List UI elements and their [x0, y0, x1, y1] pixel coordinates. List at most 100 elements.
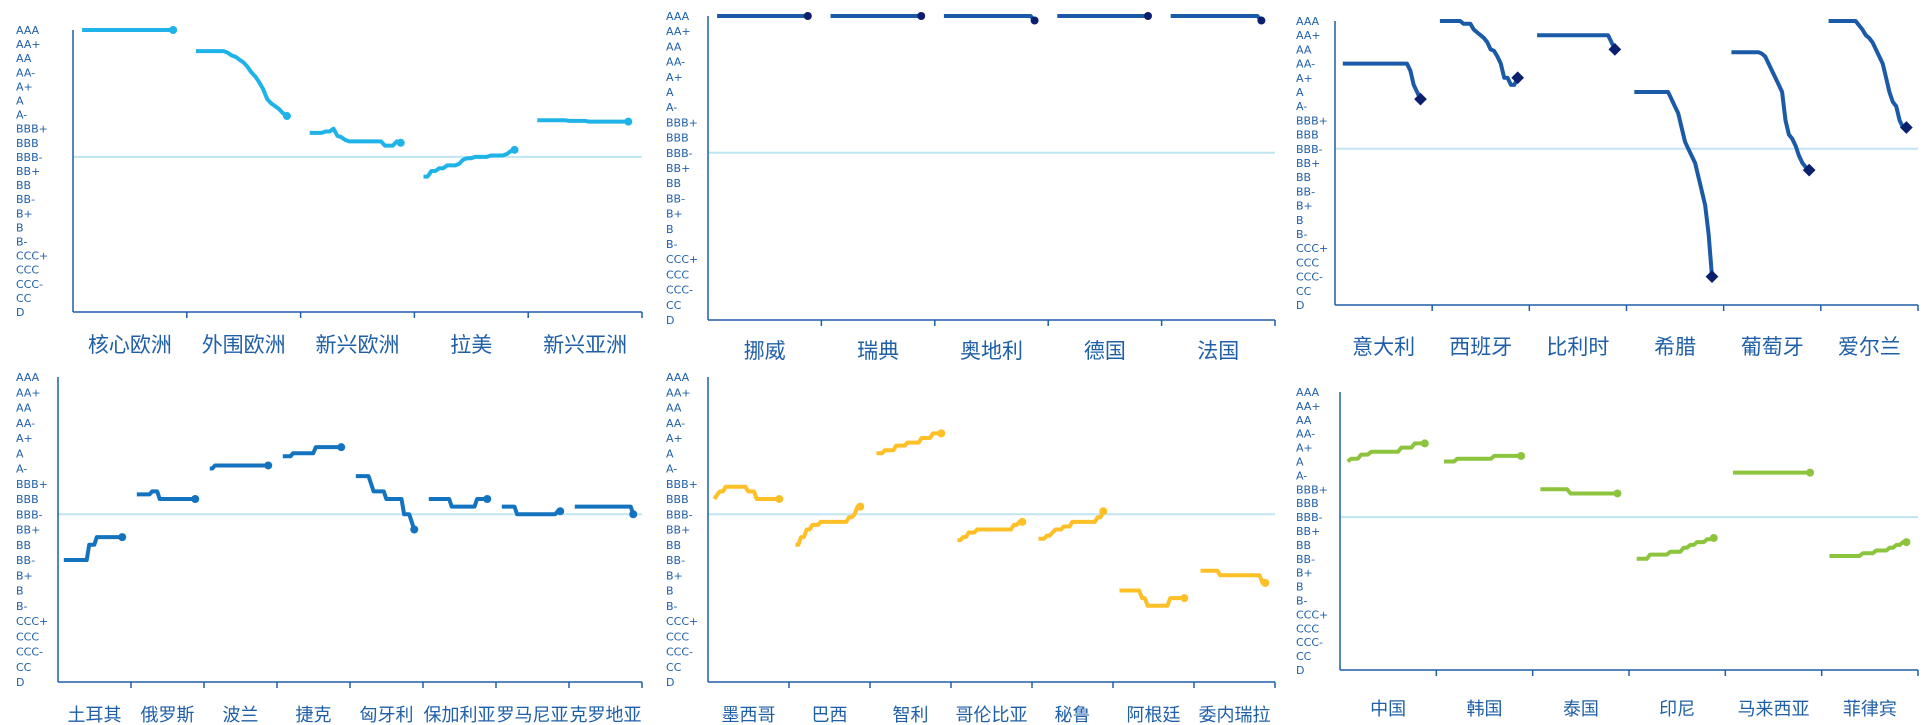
x-tick-label: 新兴欧洲: [316, 333, 400, 357]
series-2: [136, 489, 200, 503]
y-tick-label: AAA: [666, 371, 690, 384]
series-5: [1731, 50, 1816, 177]
y-tick-label: B-: [666, 600, 678, 613]
x-tick-label: 希腊: [1654, 335, 1696, 359]
series-end-marker: [1414, 92, 1427, 106]
x-tick-label: 波兰: [223, 705, 259, 725]
series-end-marker: [1511, 71, 1525, 85]
y-tick-label: CC: [1296, 650, 1312, 663]
series-4: [957, 517, 1027, 543]
x-tick-label: 比利时: [1546, 335, 1609, 359]
series-end-marker: [1902, 538, 1911, 547]
y-tick-label: CC: [16, 661, 32, 674]
y-tick-label: BB: [1296, 171, 1311, 184]
series-2: [1439, 19, 1525, 87]
x-tick-label: 印尼: [1659, 699, 1695, 720]
series-end-marker: [1705, 270, 1719, 283]
y-tick-label: A+: [16, 432, 33, 445]
x-axis-labels: 中国 韩国 泰国 印尼 马来西亚 菲律宾: [1370, 699, 1897, 720]
y-tick-label: BBB+: [1296, 483, 1328, 496]
y-tick-label: AA+: [16, 38, 41, 51]
series-3: [309, 126, 405, 148]
series-line: [795, 504, 861, 547]
y-tick-label: BBB+: [16, 123, 48, 136]
series-end-marker: [556, 507, 565, 516]
series-line: [136, 489, 196, 501]
series-end-marker: [282, 112, 291, 121]
series-line: [537, 118, 629, 124]
rating-chart-5: AAAAA+AAAA-A+AA-BBB+BBBBBB-BB+BBBB-B+BB-…: [666, 371, 1276, 725]
y-tick-label: A-: [1296, 100, 1307, 113]
y-tick-label: B+: [1296, 200, 1313, 213]
x-axis-labels: 核心欧洲 外围欧洲 新兴欧洲 拉美 新兴亚洲: [88, 333, 627, 357]
y-tick-label: AA+: [1296, 400, 1321, 413]
series-line: [1200, 568, 1266, 585]
series-2: [795, 502, 865, 547]
x-tick-label: 保加利亚: [424, 705, 496, 725]
y-tick-label: CC: [666, 299, 682, 312]
y-tick-label: BBB: [16, 493, 39, 506]
series-end-marker: [1180, 594, 1189, 603]
y-tick-label: AA+: [666, 25, 691, 38]
y-tick-label: D: [1296, 664, 1304, 677]
y-tick-label: CCC-: [666, 646, 693, 659]
series-end-marker: [169, 26, 178, 34]
y-tick-label: CCC-: [16, 646, 43, 659]
series-end-marker: [191, 495, 200, 503]
series-end-marker: [937, 429, 946, 438]
y-tick-label: A+: [16, 80, 33, 93]
y-tick-label: BBB+: [16, 478, 48, 491]
y-tick-label: AA: [16, 52, 32, 65]
series-1: [82, 26, 178, 34]
y-tick-label: CCC: [1296, 256, 1319, 269]
y-tick-label: B: [1296, 214, 1304, 227]
y-tick-label: BB+: [1296, 157, 1320, 170]
y-axis-labels: AAAAA+AAAA-A+AA-BBB+BBBBBB-BB+BBBB-B+BB-…: [666, 10, 698, 327]
x-axis-labels: 意大利 西班牙 比利时 希腊 葡萄牙 爱尔兰: [1352, 335, 1901, 359]
x-tick-label: 阿根廷: [1127, 705, 1181, 725]
rating-chart-1: AAAAA+AAAA-A+AA-BBB+BBBBBB-BB+BBBB-B+BB-…: [16, 24, 643, 357]
series-line: [1540, 487, 1618, 496]
series-end-marker: [1257, 16, 1266, 25]
x-tick-label: 巴西: [812, 705, 848, 725]
y-tick-label: AAA: [666, 10, 690, 23]
x-tick-label: 墨西哥: [722, 705, 776, 725]
series-line: [1537, 33, 1617, 51]
y-tick-label: CCC+: [666, 253, 698, 266]
x-tick-label: 瑞典: [857, 339, 899, 362]
y-tick-label: B: [1296, 581, 1304, 594]
series-end-marker: [803, 12, 812, 20]
y-tick-label: B-: [1296, 595, 1308, 608]
y-tick-label: BBB-: [1296, 143, 1323, 156]
series-line: [1342, 61, 1423, 100]
series-7: [1200, 568, 1270, 587]
series-3: [876, 429, 946, 456]
y-axis-labels: AAAAA+AAAA-A+AA-BBB+BBBBBB-BB+BBBB-B+BB-…: [16, 371, 48, 689]
series-2: [195, 49, 291, 121]
y-tick-label: B+: [16, 569, 33, 582]
y-tick-label: BBB: [666, 493, 689, 506]
y-tick-label: B-: [16, 236, 28, 249]
y-tick-label: BB+: [1296, 525, 1320, 538]
series-end-marker: [775, 495, 784, 503]
y-tick-label: BB: [666, 177, 681, 190]
y-tick-label: BB-: [1296, 185, 1315, 198]
series-end-marker: [1099, 507, 1108, 516]
x-tick-label: 中国: [1370, 699, 1406, 720]
series-end-marker: [1806, 468, 1815, 477]
series-1: [712, 484, 784, 503]
y-tick-label: BBB-: [666, 508, 693, 521]
y-tick-label: BBB+: [666, 478, 698, 491]
rating-chart-6: AAAAA+AAAA-A+AA-BBB+BBBBBB-BB+BBBB-B+BB-…: [1296, 386, 1919, 720]
y-tick-label: B+: [16, 207, 33, 220]
y-tick-label: AAA: [1296, 15, 1320, 28]
series-end-marker: [510, 145, 519, 154]
x-axis-labels: 墨西哥 巴西 智利 哥伦比亚 秘鲁 阿根廷 委内瑞拉: [722, 705, 1271, 725]
y-tick-label: A+: [666, 432, 683, 445]
x-tick-label: 意大利: [1352, 335, 1415, 359]
x-tick-label: 西班牙: [1449, 335, 1512, 359]
y-axis-labels: AAAAA+AAAA-A+AA-BBB+BBBBBB-BB+BBBB-B+BB-…: [666, 371, 698, 689]
y-tick-label: CC: [666, 661, 682, 674]
y-tick-label: CCC-: [1296, 271, 1323, 284]
